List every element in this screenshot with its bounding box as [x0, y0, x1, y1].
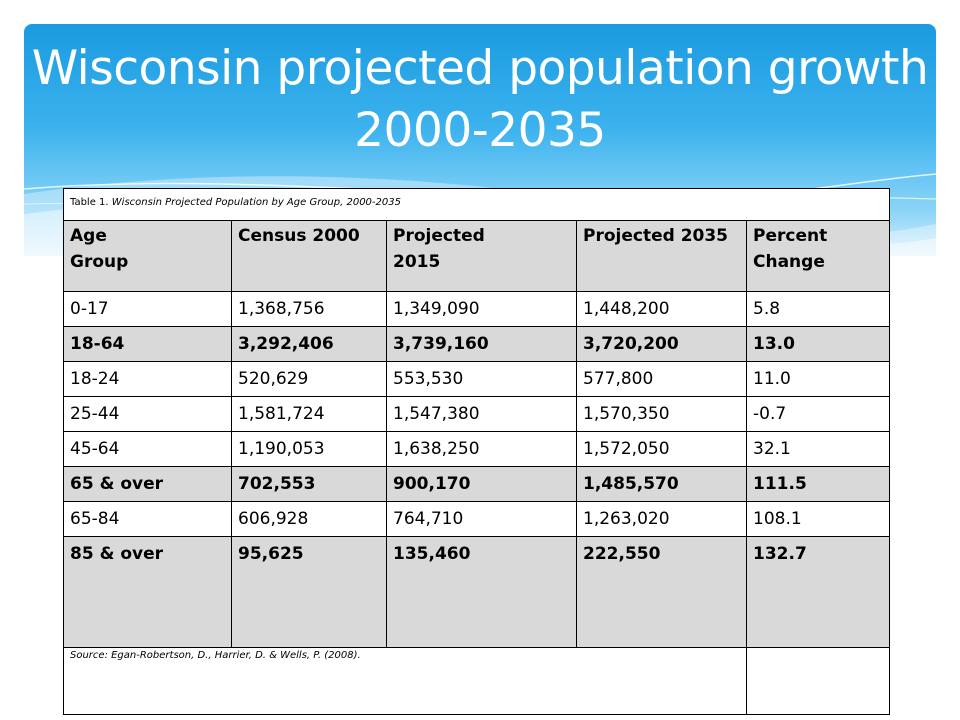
column-header-line: Group [70, 252, 129, 272]
value-cell: 1,349,090 [386, 291, 577, 327]
table-source-row: Source: Egan-Robertson, D., Harrier, D. … [63, 647, 890, 715]
value-cell: 1,570,350 [576, 396, 747, 432]
value-cell: 135,460 [386, 536, 577, 648]
value-cell: 3,292,406 [231, 326, 387, 362]
table-caption-title: Wisconsin Projected Population by Age Gr… [111, 197, 401, 208]
value-cell: 132.7 [746, 536, 890, 648]
age-group-cell: 65-84 [63, 501, 232, 537]
column-header-line: 2015 [393, 252, 441, 272]
value-cell: 900,170 [386, 466, 577, 502]
value-cell: 1,190,053 [231, 431, 387, 467]
table-source-cell: Source: Egan-Robertson, D., Harrier, D. … [63, 647, 747, 715]
column-header: Census 2000 [231, 220, 387, 292]
value-cell: 3,739,160 [386, 326, 577, 362]
table-row: 25-44 1,581,724 1,547,380 1,570,350 -0.7 [63, 396, 890, 432]
value-cell: 3,720,200 [576, 326, 747, 362]
value-cell: 520,629 [231, 361, 387, 397]
column-header-line: Projected [393, 226, 485, 246]
population-table-container: Table 1. Wisconsin Projected Population … [63, 188, 890, 715]
table-row: 0-17 1,368,756 1,349,090 1,448,200 5.8 [63, 291, 890, 327]
value-cell: 1,448,200 [576, 291, 747, 327]
column-header-line: Census 2000 [238, 226, 360, 246]
column-header-line: Change [753, 252, 825, 272]
value-cell: 1,572,050 [576, 431, 747, 467]
age-group-cell: 18-24 [63, 361, 232, 397]
value-cell: 5.8 [746, 291, 890, 327]
table-body: 0-17 1,368,756 1,349,090 1,448,200 5.8 18-64 3… [63, 291, 890, 648]
table-caption-row: Table 1. Wisconsin Projected Population … [63, 188, 890, 221]
table-row: 18-64 3,292,406 3,739,160 3,720,200 13.0 [63, 326, 890, 362]
value-cell: 1,547,380 [386, 396, 577, 432]
value-cell: -0.7 [746, 396, 890, 432]
slide-title: Wisconsin projected population growth 20… [31, 41, 929, 158]
column-header-line: Percent [753, 226, 828, 246]
value-cell: 553,530 [386, 361, 577, 397]
age-group-cell: 25-44 [63, 396, 232, 432]
value-cell: 11.0 [746, 361, 890, 397]
value-cell: 13.0 [746, 326, 890, 362]
age-group-cell: 65 & over [63, 466, 232, 502]
column-header-line: Age [70, 226, 107, 246]
table-source-text: Source: Egan-Robertson, D., Harrier, D. … [70, 650, 361, 661]
value-cell: 1,638,250 [386, 431, 577, 467]
value-cell: 111.5 [746, 466, 890, 502]
population-table: Table 1. Wisconsin Projected Population … [63, 188, 890, 715]
table-row: 85 & over 95,625 135,460 222,550 132.7 [63, 536, 890, 648]
table-caption: Table 1. Wisconsin Projected Population … [63, 188, 890, 221]
column-header-line: Projected 2035 [583, 226, 729, 246]
value-cell: 577,800 [576, 361, 747, 397]
value-cell: 764,710 [386, 501, 577, 537]
value-cell: 108.1 [746, 501, 890, 537]
value-cell: 606,928 [231, 501, 387, 537]
table-source-empty-cell [746, 647, 890, 715]
value-cell: 1,485,570 [576, 466, 747, 502]
table-row: 65 & over 702,553 900,170 1,485,570 111.5 [63, 466, 890, 502]
age-group-cell: 45-64 [63, 431, 232, 467]
table-row: 18-24 520,629 553,530 577,800 11.0 [63, 361, 890, 397]
value-cell: 1,368,756 [231, 291, 387, 327]
table-header-row: Age Group Census 2000 Projected 2015 Projecte… [63, 220, 890, 292]
column-header: Projected 2015 [386, 220, 577, 292]
value-cell: 1,263,020 [576, 501, 747, 537]
column-header: Projected 2035 [576, 220, 747, 292]
table-row: 65-84 606,928 764,710 1,263,020 108.1 [63, 501, 890, 537]
column-header: Age Group [63, 220, 232, 292]
age-group-cell: 0-17 [63, 291, 232, 327]
table-row: 45-64 1,190,053 1,638,250 1,572,050 32.1 [63, 431, 890, 467]
value-cell: 95,625 [231, 536, 387, 648]
value-cell: 702,553 [231, 466, 387, 502]
column-header: Percent Change [746, 220, 890, 292]
value-cell: 32.1 [746, 431, 890, 467]
value-cell: 222,550 [576, 536, 747, 648]
age-group-cell: 85 & over [63, 536, 232, 648]
table-caption-prefix: Table 1. [70, 197, 109, 208]
value-cell: 1,581,724 [231, 396, 387, 432]
age-group-cell: 18-64 [63, 326, 232, 362]
